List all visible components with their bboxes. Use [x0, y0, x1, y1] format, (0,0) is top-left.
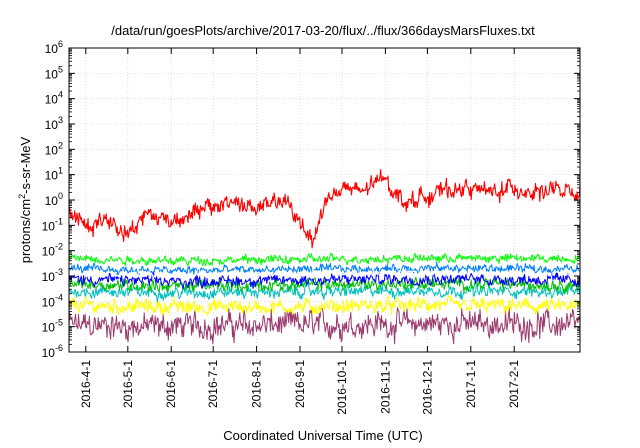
y-tick-exp: 2 [58, 140, 63, 150]
y-tick-exp: 0 [58, 191, 63, 201]
y-tick-exp: -4 [55, 292, 63, 302]
x-tick-label: 2016-11-1 [378, 360, 392, 414]
y-tick-exp: -5 [55, 318, 63, 328]
series-line-9 [68, 168, 581, 249]
x-tick-label: 2016-6-1 [164, 360, 178, 408]
y-axis-label-prefix: protons/cm [18, 199, 33, 263]
series-line-4 [68, 276, 581, 295]
series-line-2 [68, 294, 581, 316]
series-line-3 [68, 282, 581, 303]
y-tick-exp: -2 [55, 242, 63, 252]
y-tick-base: 10 [45, 67, 59, 81]
y-tick-exp: -3 [55, 267, 63, 277]
x-tick-label: 2016-8-1 [250, 360, 264, 408]
series-line-8 [68, 252, 581, 267]
y-tick-label: 10-4 [42, 292, 63, 309]
x-tick-label: 2017-1-1 [464, 360, 478, 408]
y-tick-label: 106 [45, 39, 63, 56]
y-tick-base: 10 [42, 321, 56, 335]
y-tick-exp: 5 [58, 64, 63, 74]
y-tick-base: 10 [45, 118, 59, 132]
series-group [68, 168, 581, 345]
y-tick-base: 10 [42, 295, 56, 309]
series-line-7 [68, 269, 581, 280]
y-tick-base: 10 [42, 219, 56, 233]
x-tick-label: 2017-2-1 [507, 360, 521, 408]
y-axis-label-sup: 2 [17, 194, 27, 199]
y-tick-label: 10-6 [42, 343, 63, 360]
y-tick-label: 105 [45, 64, 63, 81]
y-tick-exp: -6 [55, 343, 63, 353]
x-tick-label: 2016-9-1 [293, 360, 307, 408]
series-line-6 [68, 261, 581, 277]
y-tick-label: 104 [45, 90, 63, 107]
y-tick-label: 10-5 [42, 318, 63, 335]
y-tick-exp: 4 [58, 90, 63, 100]
y-tick-label: 100 [45, 191, 63, 208]
y-tick-base: 10 [45, 169, 59, 183]
y-axis-label: protons/cm2-s-sr-MeV [17, 136, 33, 263]
x-tick-label: 2016-12-1 [420, 360, 434, 415]
y-tick-exp: 6 [58, 39, 63, 49]
y-tick-label: 103 [45, 115, 63, 132]
y-axis-label-suffix: -s-sr-MeV [18, 136, 33, 193]
y-tick-base: 10 [45, 42, 59, 56]
x-tick-label: 2016-5-1 [121, 360, 135, 408]
x-tick-label: 2016-7-1 [206, 360, 220, 408]
y-tick-label: 10-2 [42, 242, 63, 259]
y-axis-ticks: 10-610-510-410-310-210-11001011021031041… [42, 39, 580, 360]
y-tick-label: 101 [45, 166, 63, 183]
x-tick-label: 2016-10-1 [335, 360, 349, 415]
series-line-1 [68, 307, 581, 345]
y-tick-exp: -1 [55, 216, 63, 226]
y-tick-label: 10-3 [42, 267, 63, 284]
y-tick-base: 10 [42, 346, 56, 360]
y-tick-label: 102 [45, 140, 63, 157]
y-tick-base: 10 [42, 245, 56, 259]
x-tick-label: 2016-4-1 [79, 360, 93, 408]
x-axis-label: Coordinated Universal Time (UTC) [223, 428, 422, 443]
y-tick-exp: 1 [58, 166, 63, 176]
y-tick-base: 10 [45, 143, 59, 157]
x-axis-ticks: 2016-4-1 2016-5-1 2016-6-1 2016-7-1 2016-8-1… [79, 48, 521, 415]
chart-title: /data/run/goesPlots/archive/2017-03-20/f… [111, 23, 535, 38]
y-tick-exp: 3 [58, 115, 63, 125]
y-tick-label: 10-1 [42, 216, 63, 233]
y-tick-base: 10 [45, 93, 59, 107]
y-tick-base: 10 [45, 194, 59, 208]
y-tick-base: 10 [42, 270, 56, 284]
